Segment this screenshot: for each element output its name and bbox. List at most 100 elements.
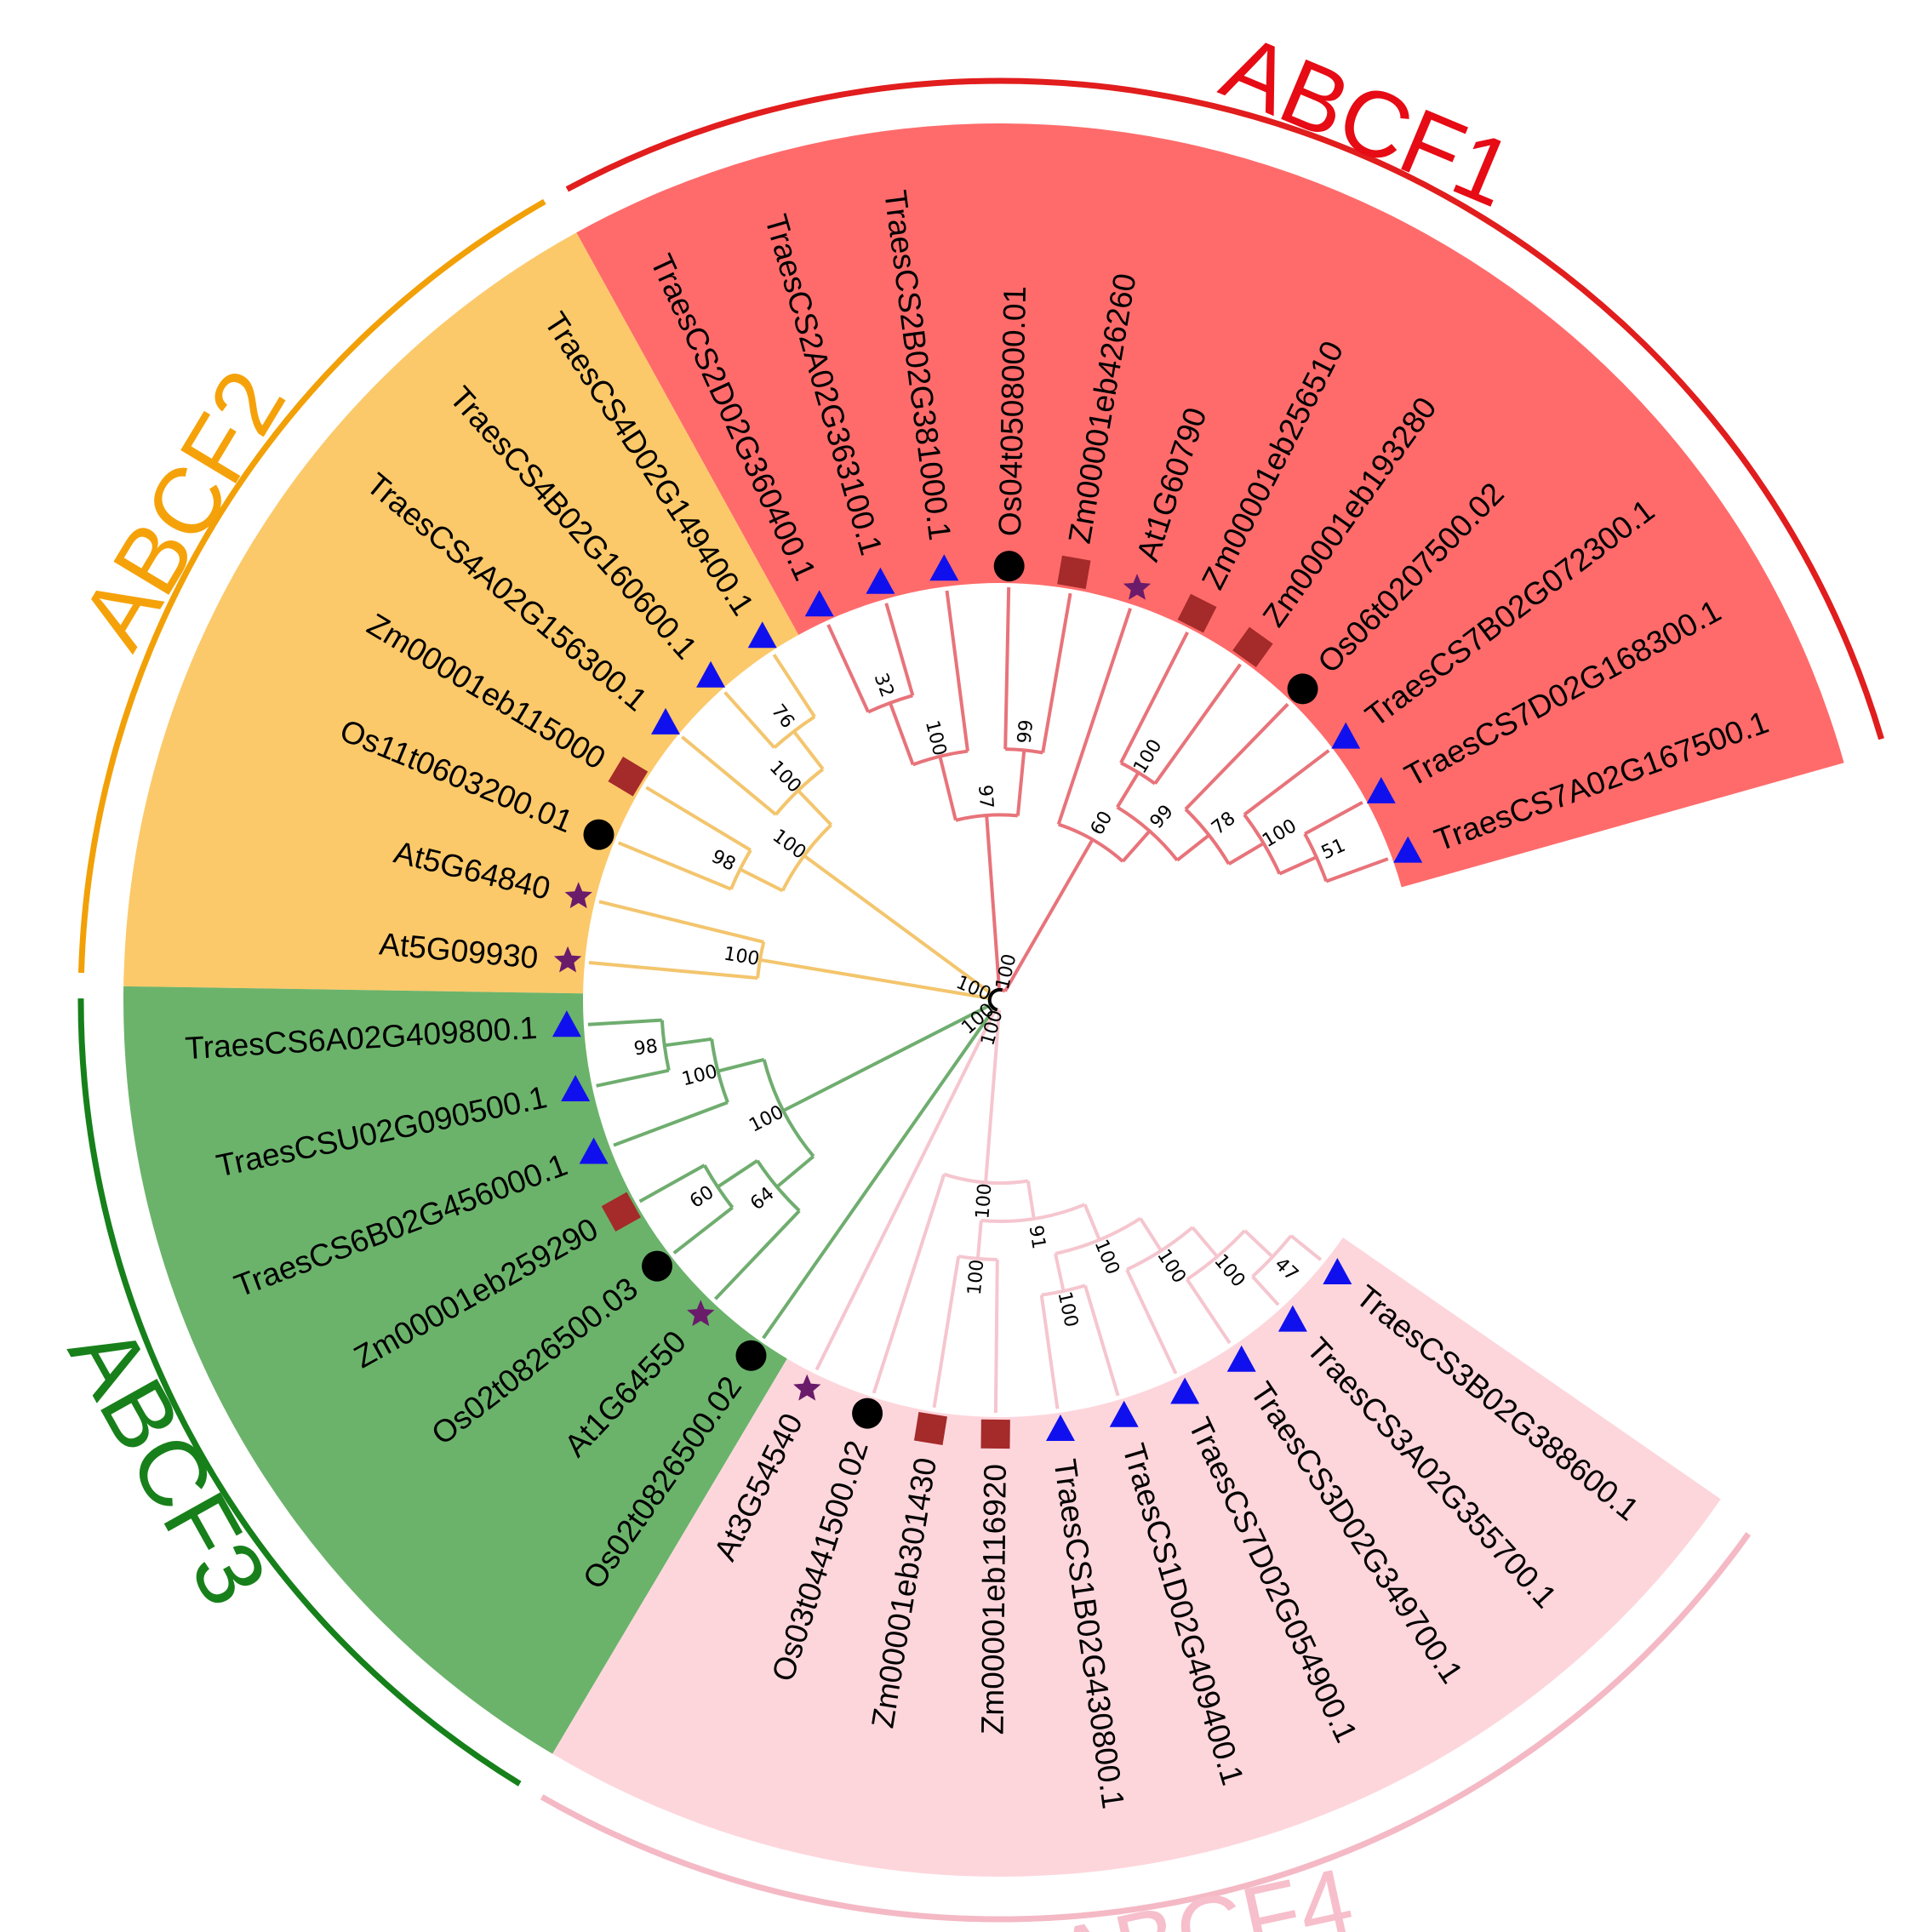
branch-arc bbox=[943, 1172, 1029, 1186]
maize-marker-icon bbox=[1057, 555, 1091, 590]
wheat-marker-icon bbox=[929, 554, 959, 581]
bootstrap-value: 99 bbox=[1146, 801, 1178, 833]
clade-arc-abcf3 bbox=[77, 998, 522, 1786]
branch bbox=[723, 691, 776, 749]
branch bbox=[1119, 631, 1189, 764]
branch bbox=[872, 1174, 946, 1394]
rice-marker-icon bbox=[993, 551, 1025, 582]
branch bbox=[1003, 838, 1095, 992]
clade-outer-arcs bbox=[77, 77, 1884, 1923]
branch bbox=[984, 1009, 1002, 1183]
branch-arc bbox=[780, 823, 832, 892]
maize-marker-icon bbox=[608, 757, 649, 797]
branch bbox=[1125, 1268, 1178, 1375]
branch bbox=[717, 1057, 765, 1073]
clade-background-bands bbox=[123, 123, 1844, 1878]
bootstrap-value: 78 bbox=[1208, 808, 1239, 839]
branch bbox=[938, 756, 957, 821]
branch bbox=[826, 624, 870, 713]
branch bbox=[1289, 1234, 1323, 1261]
bootstrap-value: 100 bbox=[921, 718, 950, 758]
leaf-label: Os04t0508000.01 bbox=[992, 286, 1032, 537]
branch bbox=[772, 654, 816, 718]
branch bbox=[1153, 663, 1242, 785]
bootstrap-value: 32 bbox=[870, 671, 898, 700]
branch bbox=[759, 957, 991, 1000]
branch bbox=[588, 961, 758, 980]
branch-arc bbox=[957, 1255, 997, 1261]
branch bbox=[1056, 608, 1132, 826]
bootstrap-value: 64 bbox=[746, 1183, 779, 1215]
branch bbox=[1227, 842, 1265, 866]
bootstrap-value: 60 bbox=[1087, 808, 1117, 839]
bootstrap-value: 100 bbox=[972, 1182, 996, 1220]
branch-arc bbox=[775, 768, 825, 816]
bootstrap-value: 47 bbox=[1270, 1254, 1302, 1285]
clade-arc-abcf4 bbox=[540, 1532, 1752, 1923]
branch bbox=[664, 1037, 712, 1048]
branch bbox=[645, 786, 752, 852]
branch bbox=[985, 815, 1002, 991]
maize-marker-icon bbox=[1232, 626, 1273, 668]
branch-arc bbox=[1116, 805, 1179, 861]
root-arc bbox=[987, 987, 1003, 1012]
branch bbox=[1083, 1203, 1101, 1241]
branch bbox=[681, 735, 777, 816]
branch bbox=[945, 590, 969, 752]
clade-band-abcf4 bbox=[552, 1237, 1721, 1878]
branch-arc bbox=[912, 749, 969, 767]
wheat-marker-icon bbox=[866, 567, 895, 594]
branch bbox=[739, 867, 784, 893]
wheat-marker-icon bbox=[579, 1137, 609, 1164]
branch bbox=[762, 1007, 996, 1340]
branch-arc bbox=[1126, 1226, 1194, 1272]
branch-arc bbox=[756, 1159, 801, 1213]
branch-arc bbox=[710, 1038, 729, 1104]
branch bbox=[975, 1220, 983, 1260]
clade-band-abcf1 bbox=[576, 123, 1844, 888]
branch bbox=[1083, 1284, 1120, 1397]
wheat-marker-icon bbox=[1331, 722, 1361, 749]
branch bbox=[1184, 702, 1289, 811]
branch bbox=[1026, 1180, 1036, 1220]
branch bbox=[1243, 1229, 1274, 1259]
branch-arc bbox=[1120, 761, 1157, 786]
branch bbox=[1278, 855, 1318, 876]
branch bbox=[596, 1068, 670, 1088]
branch bbox=[1304, 801, 1363, 836]
branch-arc bbox=[773, 715, 816, 749]
wheat-marker-icon bbox=[696, 660, 726, 688]
wheat-marker-icon bbox=[1278, 1305, 1307, 1332]
branch-arc bbox=[955, 813, 1019, 822]
arabidopsis-marker-icon bbox=[687, 1300, 715, 1327]
wheat-marker-icon bbox=[1109, 1400, 1139, 1427]
bootstrap-value: 98 bbox=[632, 1036, 659, 1060]
branch bbox=[1191, 1226, 1219, 1258]
rice-marker-icon bbox=[852, 1398, 883, 1429]
arabidopsis-marker-icon bbox=[553, 946, 582, 973]
branch bbox=[1003, 587, 1011, 750]
branch bbox=[884, 603, 915, 696]
bootstrap-value: 100 bbox=[1054, 1289, 1082, 1329]
wheat-marker-icon bbox=[1170, 1377, 1200, 1404]
arabidopsis-marker-icon bbox=[564, 882, 592, 909]
branch bbox=[587, 1018, 662, 1026]
branch-arc bbox=[762, 1059, 815, 1157]
branch bbox=[714, 1209, 801, 1300]
branch bbox=[1251, 1275, 1280, 1306]
bootstrap-value: 76 bbox=[767, 700, 798, 732]
clade-arc-abcf1 bbox=[565, 77, 1884, 740]
branch bbox=[993, 1259, 999, 1414]
clade-band-abcf3 bbox=[123, 986, 787, 1754]
bootstrap-value: 60 bbox=[686, 1182, 717, 1213]
maize-marker-icon bbox=[913, 1411, 947, 1445]
branch-arc bbox=[1058, 822, 1124, 863]
leaf-label: Zm00001eb116920 bbox=[975, 1464, 1012, 1735]
branch bbox=[672, 1206, 734, 1255]
maize-marker-icon bbox=[1177, 593, 1217, 633]
rice-marker-icon bbox=[642, 1250, 673, 1282]
maize-marker-icon bbox=[601, 1192, 641, 1232]
branch bbox=[932, 1255, 961, 1409]
bootstrap-value: 97 bbox=[974, 784, 997, 809]
branch-arc bbox=[1303, 832, 1329, 883]
